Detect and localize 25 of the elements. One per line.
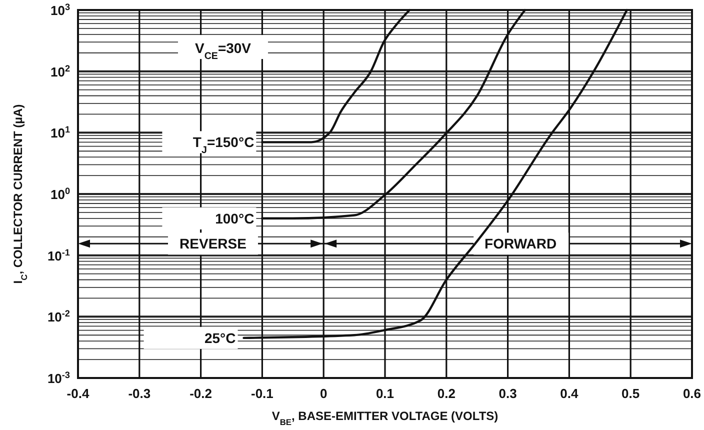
series-label: T$_{J}$=150°C <box>192 134 254 156</box>
y-tick-label: 10$^{3}$ <box>50 2 70 18</box>
y-tick-label: 10$^{2}$ <box>50 63 70 80</box>
x-axis-title: V$_{BE}$, BASE-EMITTER VOLTAGE (VOLTS) <box>272 409 498 427</box>
y-tick-label: 10$^{-1}$ <box>47 247 70 264</box>
x-tick-label: -0.4 <box>66 386 90 401</box>
x-tick-label: 0.3 <box>498 386 517 401</box>
series-label: 100°C <box>215 210 254 226</box>
x-tick-label: -0.2 <box>190 386 212 401</box>
y-tick-label: 10$^{-3}$ <box>47 370 70 386</box>
x-tick-label: 0 <box>320 386 328 401</box>
x-tick-label: 0.5 <box>622 386 640 401</box>
x-tick-label: 0.2 <box>437 386 456 401</box>
y-tick-label: 10$^{0}$ <box>50 186 70 202</box>
series-label: 25°C <box>204 330 236 346</box>
annotation: REVERSE <box>180 236 246 252</box>
annotation: V$_{CE}$=30V <box>194 40 252 62</box>
y-tick-label: 10$^{-2}$ <box>47 308 70 325</box>
annotation: FORWARD <box>484 236 557 252</box>
x-tick-label: 0.1 <box>376 386 394 401</box>
y-tick-label: 10$^{1}$ <box>50 124 70 141</box>
x-tick-label: -0.3 <box>128 386 151 401</box>
x-tick-label: 0.4 <box>560 386 580 401</box>
x-tick-label: 0.6 <box>682 386 702 401</box>
x-tick-label: -0.1 <box>250 386 274 401</box>
